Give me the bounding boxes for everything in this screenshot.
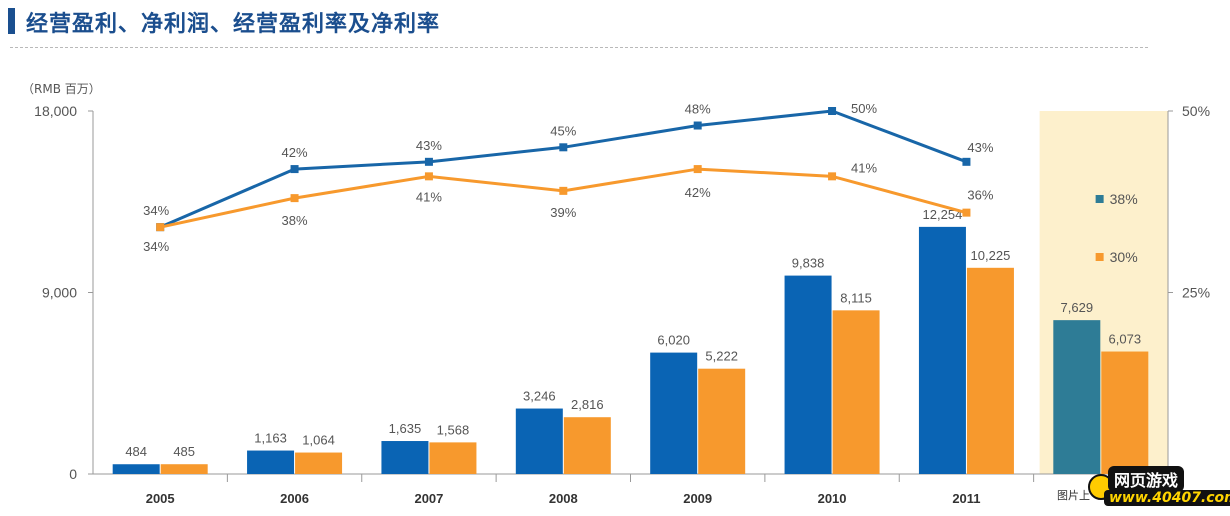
- net-profit-label: 485: [173, 444, 195, 459]
- net-profit-label: 1,064: [302, 433, 335, 448]
- net-profit-bar: [832, 310, 880, 474]
- operating-profit-label: 6,020: [657, 333, 690, 348]
- operating-profit-bar: [381, 441, 429, 474]
- net-profit-label: 5,222: [705, 349, 738, 364]
- x-tick-label: 2010: [818, 491, 847, 506]
- y-left-tick-label: 9,000: [42, 285, 77, 301]
- site-watermark: 图片上 网页游戏 www.40407.com: [1057, 466, 1230, 514]
- net-margin-label: 41%: [416, 189, 442, 204]
- net-profit-bar: [160, 464, 208, 474]
- watermark-prefix: 图片上: [1057, 489, 1090, 502]
- highlight-legend-label: 38%: [1110, 191, 1138, 207]
- net-margin-label: 36%: [967, 188, 993, 203]
- x-tick-label: 2008: [549, 491, 578, 506]
- operating-profit-bar: [784, 275, 832, 474]
- operating-margin-point: [962, 157, 971, 166]
- operating-margin-label: 43%: [416, 138, 442, 153]
- operating-margin-label: 43%: [967, 140, 993, 155]
- net-profit-bar: [429, 442, 477, 474]
- net-profit-bar: [698, 368, 746, 474]
- watermark-title: 网页游戏: [1108, 466, 1185, 492]
- net-margin-point: [693, 165, 702, 174]
- net-profit-bar: [1101, 351, 1149, 474]
- operating-profit-label: 3,246: [523, 389, 556, 404]
- y-right-tick-label: 25%: [1182, 285, 1210, 301]
- x-tick-label: 2006: [280, 491, 309, 506]
- x-tick-label: 2007: [414, 491, 443, 506]
- operating-margin-point: [828, 107, 837, 115]
- net-margin-label: 42%: [685, 185, 711, 200]
- x-tick-label: 2011: [952, 491, 980, 506]
- net-profit-label: 8,115: [840, 290, 872, 305]
- y-axis-unit-label: （RMB 百万）: [22, 82, 101, 96]
- operating-profit-bar: [918, 226, 966, 474]
- operating-profit-bar: [112, 464, 160, 474]
- operating-margin-label: 48%: [685, 102, 711, 117]
- y-right-tick-label: 50%: [1182, 103, 1210, 119]
- net-margin-label: 34%: [143, 239, 169, 254]
- operating-margin-point: [290, 165, 299, 174]
- x-tick-label: 2009: [683, 491, 712, 506]
- operating-profit-label: 484: [125, 444, 147, 459]
- operating-profit-label: 12,254: [923, 207, 963, 222]
- net-profit-bar: [563, 417, 611, 474]
- net-margin-point: [156, 223, 165, 232]
- net-margin-point: [828, 172, 837, 181]
- operating-margin-label: 50%: [851, 101, 877, 116]
- operating-profit-label: 9,838: [792, 256, 825, 271]
- operating-margin-point: [559, 143, 568, 152]
- title-separator: [10, 47, 1148, 48]
- net-margin-point: [424, 172, 433, 181]
- net-margin-point: [559, 186, 568, 195]
- operating-margin-label: 42%: [282, 145, 308, 160]
- operating-profit-label: 1,163: [254, 431, 287, 446]
- operating-margin-point: [693, 121, 702, 130]
- net-profit-label: 2,816: [571, 397, 604, 412]
- operating-profit-bar: [247, 450, 295, 474]
- net-profit-bar: [966, 267, 1014, 474]
- operating-margin-label: 34%: [143, 203, 169, 218]
- chart-title: 经营盈利、净利润、经营盈利率及净利率: [26, 12, 441, 37]
- operating-profit-label: 7,629: [1061, 300, 1094, 315]
- net-profit-label: 10,225: [971, 248, 1011, 263]
- operating-profit-bar: [515, 408, 563, 474]
- title-accent-bar: [8, 8, 15, 34]
- net-profit-label: 1,568: [437, 422, 470, 437]
- net-margin-label: 38%: [282, 213, 308, 228]
- x-tick-label: 2005: [146, 491, 175, 506]
- net-profit-bar: [295, 452, 343, 474]
- highlight-legend-label: 30%: [1110, 249, 1138, 265]
- highlight-legend-marker: [1095, 195, 1104, 203]
- y-left-tick-label: 0: [69, 466, 77, 482]
- operating-profit-label: 1,635: [389, 421, 422, 436]
- net-profit-label: 6,073: [1109, 332, 1142, 347]
- operating-profit-bar: [650, 352, 698, 474]
- watermark-url: www.40407.com: [1104, 490, 1230, 506]
- net-margin-label: 39%: [550, 205, 576, 220]
- operating-margin-label: 45%: [550, 123, 576, 138]
- y-left-tick-label: 18,000: [34, 103, 77, 119]
- operating-profit-bar: [1053, 320, 1101, 474]
- net-margin-label: 41%: [851, 160, 877, 175]
- net-margin-point: [290, 194, 299, 203]
- highlight-legend-marker: [1095, 253, 1104, 261]
- operating-margin-point: [424, 157, 433, 166]
- net-margin-point: [962, 208, 971, 217]
